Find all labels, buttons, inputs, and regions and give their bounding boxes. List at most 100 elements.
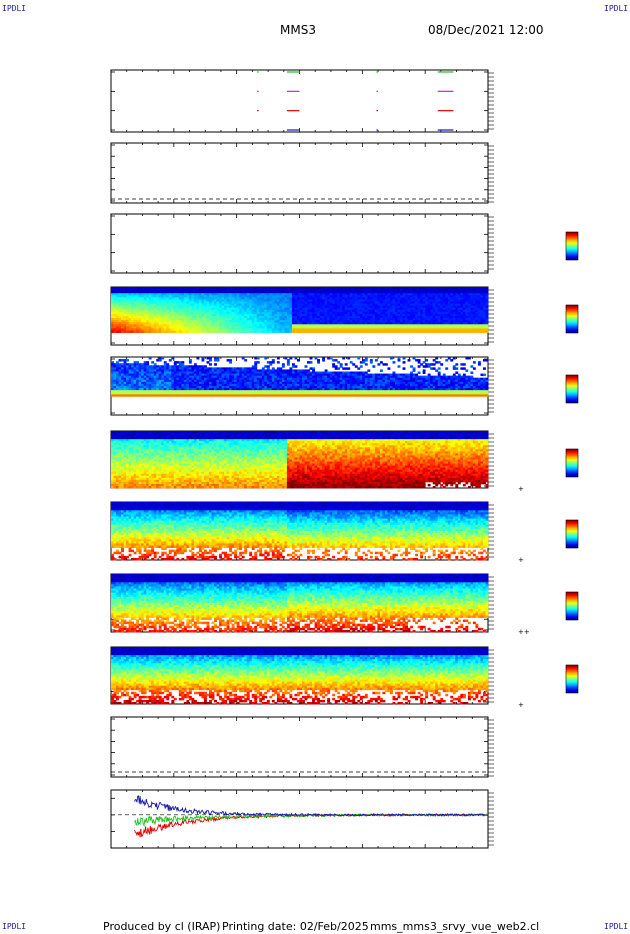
- spectro-cell: [166, 287, 170, 290]
- spectro-cell: [146, 303, 150, 307]
- spectro-cell: [214, 316, 217, 319]
- spectro-cell: [422, 328, 426, 331]
- spectro-cell: [289, 287, 293, 290]
- spectro-cell: [440, 295, 444, 298]
- spectro-cell: [289, 295, 293, 298]
- spectro-cell: [374, 313, 378, 317]
- spectro-cell: [317, 318, 320, 321]
- spectro-cell: [397, 320, 401, 323]
- spectro-cell: [460, 330, 464, 333]
- spectro-cell: [334, 291, 338, 294]
- spectro-cell: [400, 326, 403, 329]
- spectro-cell: [171, 309, 175, 313]
- spectro-cell: [354, 293, 358, 296]
- spectro-cell: [254, 320, 258, 323]
- spectro-cell: [246, 299, 250, 302]
- spectro-cell: [327, 305, 331, 309]
- spectro-cell: [324, 307, 328, 311]
- spectro-cell: [442, 309, 446, 313]
- spectro-cell: [269, 299, 273, 302]
- spectro-cell: [286, 322, 290, 325]
- spectro-cell: [118, 299, 122, 302]
- spectro-cell: [382, 316, 386, 319]
- spectro-cell: [302, 309, 305, 313]
- spectro-cell: [384, 297, 388, 300]
- spectro-cell: [161, 394, 165, 397]
- spectro-cell: [176, 307, 180, 311]
- spectro-cell: [264, 318, 268, 321]
- spectro-cell: [357, 326, 361, 329]
- spectro-cell: [209, 326, 212, 329]
- spectro-cell: [276, 318, 280, 321]
- spectro-cell: [266, 309, 270, 313]
- spectro-cell: [251, 313, 255, 317]
- spectro-cell: [126, 309, 129, 313]
- spectro-cell: [229, 313, 233, 317]
- spectro-cell: [405, 297, 408, 300]
- spectro-cell: [362, 303, 366, 307]
- spectro-cell: [334, 303, 338, 307]
- spectro-cell: [284, 316, 288, 319]
- spectro-cell: [226, 394, 230, 397]
- spectro-cell: [384, 311, 388, 315]
- spectro-cell: [178, 297, 182, 300]
- spectro-cell: [281, 394, 285, 397]
- spectro-cell: [181, 291, 185, 294]
- spectro-cell: [158, 305, 162, 309]
- spectro-cell: [113, 311, 117, 315]
- spectro-cell: [121, 311, 124, 315]
- spectro-cell: [296, 320, 300, 323]
- spectro-cell: [269, 324, 273, 327]
- spectro-cell: [425, 295, 429, 298]
- spectro-cell: [312, 316, 315, 319]
- spectro-cell: [382, 320, 386, 323]
- spectro-cell: [405, 291, 408, 294]
- spectro-cell: [294, 303, 298, 307]
- spectro-cell: [224, 309, 228, 313]
- spectro-cell: [392, 324, 396, 327]
- spectro-cell: [357, 311, 361, 315]
- spectro-cell: [299, 309, 303, 313]
- spectro-cell: [173, 301, 177, 304]
- spectro-cell: [329, 330, 333, 333]
- spectro-cell: [198, 301, 202, 304]
- spectro-cell: [216, 293, 220, 296]
- spectro-cell: [427, 309, 431, 313]
- spectro-cell: [337, 293, 341, 296]
- spectro-cell: [224, 293, 228, 296]
- spectro-cell: [339, 293, 343, 296]
- spectro-cell: [193, 311, 197, 315]
- spectro-cell: [387, 303, 391, 307]
- spectro-cell: [307, 309, 310, 313]
- spectro-cell: [188, 289, 192, 292]
- spectro-cell: [420, 326, 424, 329]
- spectro-cell: [123, 316, 127, 319]
- spectro-cell: [113, 309, 117, 313]
- spectro-cell: [116, 297, 119, 300]
- spectro-cell: [432, 289, 436, 292]
- spectro-cell: [382, 305, 386, 309]
- spectro-cell: [163, 313, 167, 317]
- spectro-cell: [219, 313, 222, 317]
- spectro-cell: [309, 367, 313, 370]
- spectro-cell: [362, 322, 366, 325]
- spectro-cell: [397, 311, 401, 315]
- spectro-cell: [329, 303, 333, 307]
- spectro-cell: [136, 309, 140, 313]
- spectro-cell: [136, 297, 140, 300]
- spectro-cell: [440, 322, 444, 325]
- spectro-cell: [163, 289, 167, 292]
- spectro-cell: [384, 293, 388, 296]
- spectro-cell: [382, 324, 386, 327]
- spectro-cell: [296, 307, 300, 311]
- spectro-cell: [367, 318, 371, 321]
- spectro-cell: [219, 320, 222, 323]
- spectro-cell: [156, 295, 160, 298]
- spectro-cell: [384, 316, 388, 319]
- spectro-cell: [156, 287, 160, 290]
- spectro-cell: [244, 316, 248, 319]
- spectro-cell: [309, 324, 313, 327]
- spectro-cell: [176, 322, 180, 325]
- spectro-cell: [379, 303, 383, 307]
- spectro-cell: [296, 324, 300, 327]
